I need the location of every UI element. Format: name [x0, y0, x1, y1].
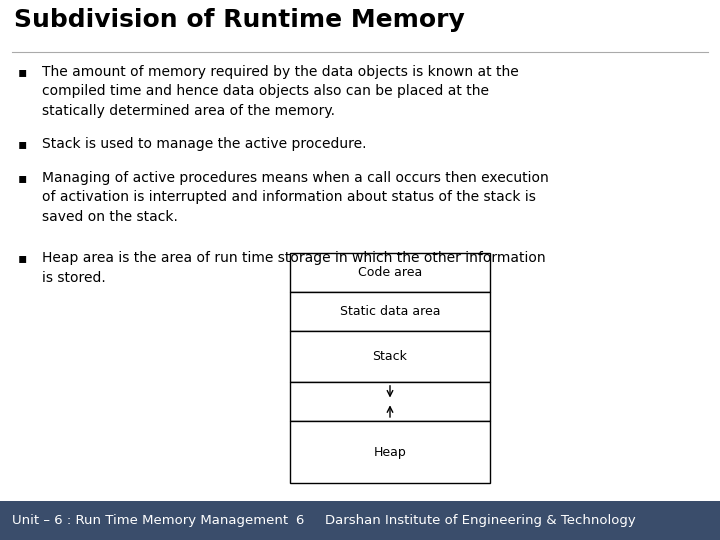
Text: Stack is used to manage the active procedure.: Stack is used to manage the active proce… — [42, 137, 366, 151]
Bar — [290, 292, 490, 331]
Text: Heap: Heap — [374, 446, 406, 458]
Text: Darshan Institute of Engineering & Technology: Darshan Institute of Engineering & Techn… — [325, 514, 636, 527]
Text: ▪: ▪ — [18, 65, 27, 79]
Text: Static data area: Static data area — [340, 305, 440, 318]
Text: ▪: ▪ — [18, 137, 27, 151]
Text: Subdivision of Runtime Memory: Subdivision of Runtime Memory — [14, 8, 464, 32]
Bar — [290, 253, 490, 292]
Text: ▪: ▪ — [18, 171, 27, 185]
Bar — [290, 382, 490, 421]
Text: The amount of memory required by the data objects is known at the
compiled time : The amount of memory required by the dat… — [42, 65, 518, 118]
Text: Managing of active procedures means when a call occurs then execution
of activat: Managing of active procedures means when… — [42, 171, 549, 224]
Text: 6: 6 — [295, 514, 303, 527]
Bar — [290, 421, 490, 483]
Text: Unit – 6 : Run Time Memory Management: Unit – 6 : Run Time Memory Management — [12, 514, 288, 527]
Text: ▪: ▪ — [18, 251, 27, 265]
Bar — [290, 331, 490, 382]
Text: Stack: Stack — [372, 350, 408, 363]
Text: Code area: Code area — [358, 266, 422, 279]
Text: Heap area is the area of run time storage in which the other information
is stor: Heap area is the area of run time storag… — [42, 251, 546, 285]
